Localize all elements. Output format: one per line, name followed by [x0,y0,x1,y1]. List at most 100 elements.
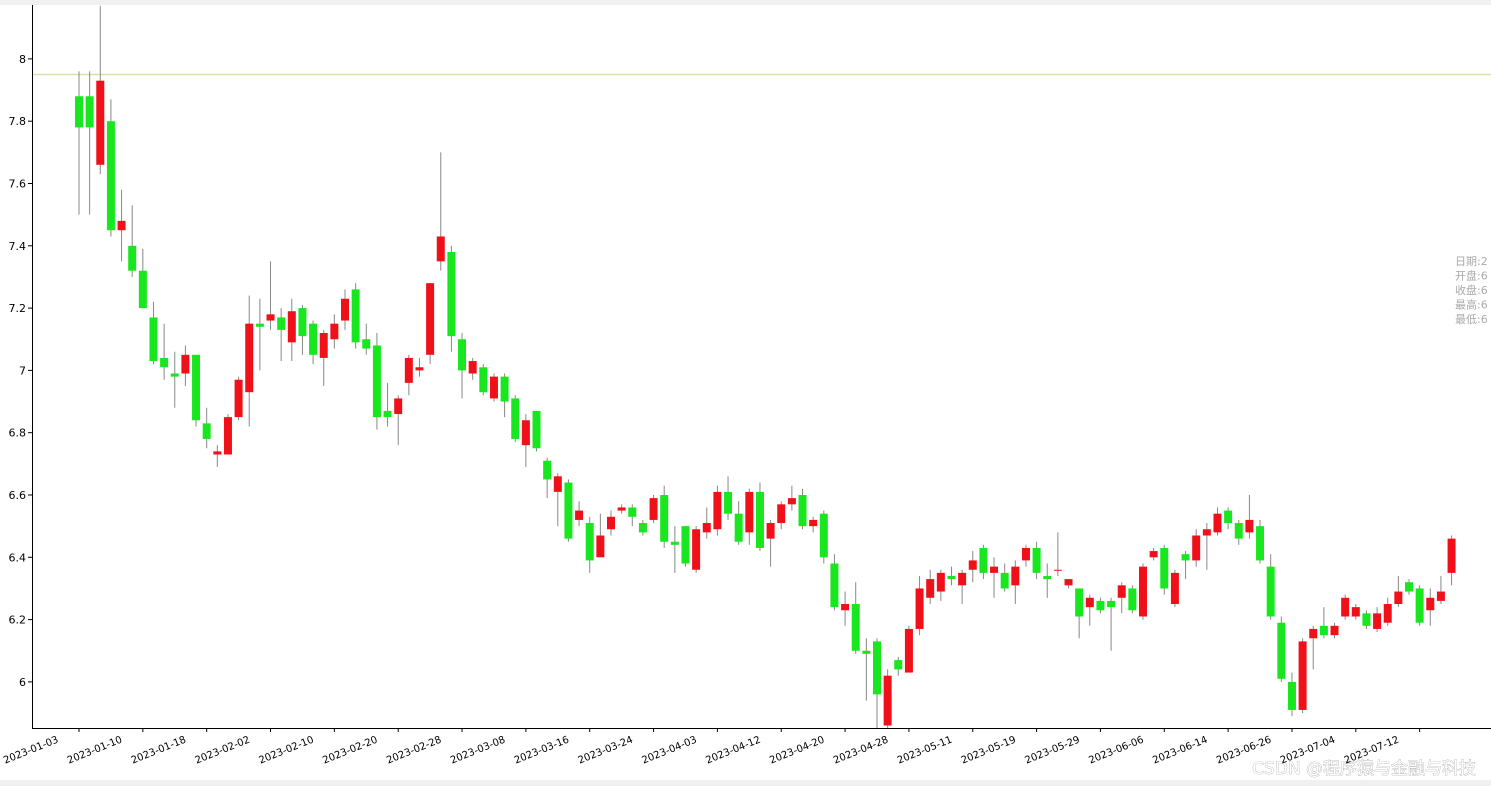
candle-body [532,410,541,449]
candle-body [202,423,211,439]
candle-body [830,563,839,608]
x-tick-label: 2023-05-19 [960,735,1018,767]
candle-body [319,333,328,358]
candle-body [287,311,296,343]
candle-body [415,367,424,371]
x-tick-label: 2023-04-28 [832,735,890,767]
candle-body [468,361,477,374]
candle-body [873,641,881,695]
x-tick-label: 2023-01-18 [130,735,188,767]
candle-body [500,376,509,402]
candle-body [1394,591,1403,605]
x-tick-label: 2023-01-10 [66,735,124,767]
candle-body [553,476,562,492]
candle-body [1383,604,1392,623]
candle-body [936,572,945,592]
candle-body [1245,519,1254,533]
candle-body [990,566,999,573]
candle-body [160,357,169,368]
candle-body [277,317,286,330]
watermark: CSDN @程序猿与金融与科技 [1252,759,1476,779]
candle-body [617,507,626,511]
candle-body [926,579,935,598]
tooltip-line: 开盘:6 [1455,269,1488,283]
candle-body [1309,628,1318,639]
candle-body [1192,535,1201,561]
candle-body [766,523,775,539]
y-tick-label: 6.2 [9,614,27,627]
candle-body [479,367,488,393]
candle-body [351,289,360,343]
candle-body [1117,585,1126,598]
candle-body [809,519,818,527]
candle-body [787,498,796,505]
y-tick-label: 7.4 [9,240,27,253]
candle-body [1021,547,1030,561]
candle-body [458,339,467,371]
x-tick-label: 2023-04-20 [768,735,826,767]
candle-body [372,345,381,418]
candle-body [958,572,967,586]
candle-body [1415,588,1424,623]
candle-body [947,575,956,580]
candle-body [1096,600,1105,611]
candle-body [1202,529,1211,536]
x-tick-label: 2023-03-24 [577,735,635,767]
candle-body [447,252,456,337]
x-tick-label: 2023-02-20 [321,735,379,767]
candle-body [862,650,871,654]
candle-body [1107,600,1116,608]
candle-body [1011,566,1020,586]
candle-body [181,354,190,374]
candle-body [628,507,637,517]
candle-body [819,513,828,558]
x-tick-label: 2023-04-03 [641,735,699,767]
candle-body [841,604,850,611]
candle-body [266,314,275,321]
candle-body [692,529,701,570]
candle-body [1053,569,1062,571]
candle-body [1362,613,1371,626]
x-tick-label: 2023-06-14 [1151,735,1209,767]
candle-body [521,420,530,446]
y-tick-label: 7.8 [9,115,27,128]
candle-body [1436,591,1445,601]
x-tick-label: 2023-04-12 [704,735,762,767]
candle-body [149,317,158,362]
candle-body [755,491,764,548]
candle-body [681,526,690,564]
top-strip [0,0,1491,5]
tooltip-line: 日期:2 [1455,255,1488,268]
candle-body [1213,513,1222,533]
candle-body [1064,579,1073,586]
candle-body [1351,607,1360,617]
candle-body [436,236,445,262]
candle-body [1170,572,1179,605]
candle-body [1266,566,1275,617]
candle-body [904,628,913,673]
x-tick-label: 2023-02-02 [194,735,252,767]
candle-body [1149,551,1158,558]
bottom-strip [0,780,1491,786]
candle-body [1085,597,1094,608]
candle-body [607,516,615,530]
x-tick-label: 2023-06-06 [1087,735,1145,767]
candle-body [1000,572,1009,589]
candle-body [511,398,520,439]
candle-body [96,80,105,165]
y-tick-label: 8 [19,53,26,66]
candle-body [138,270,147,309]
candle-body [192,354,201,421]
candle-body [117,220,126,231]
candle-body [1319,625,1328,636]
candle-body [1181,554,1190,561]
candle-body [575,510,584,520]
candle-body [777,504,786,524]
candle-body [1032,547,1041,573]
y-tick-label: 6.6 [9,489,27,502]
candle-body [638,523,647,533]
x-tick-label: 2023-01-03 [2,735,60,767]
candle-body [968,560,977,570]
candle-body [1426,597,1435,611]
candle-body [585,523,594,561]
